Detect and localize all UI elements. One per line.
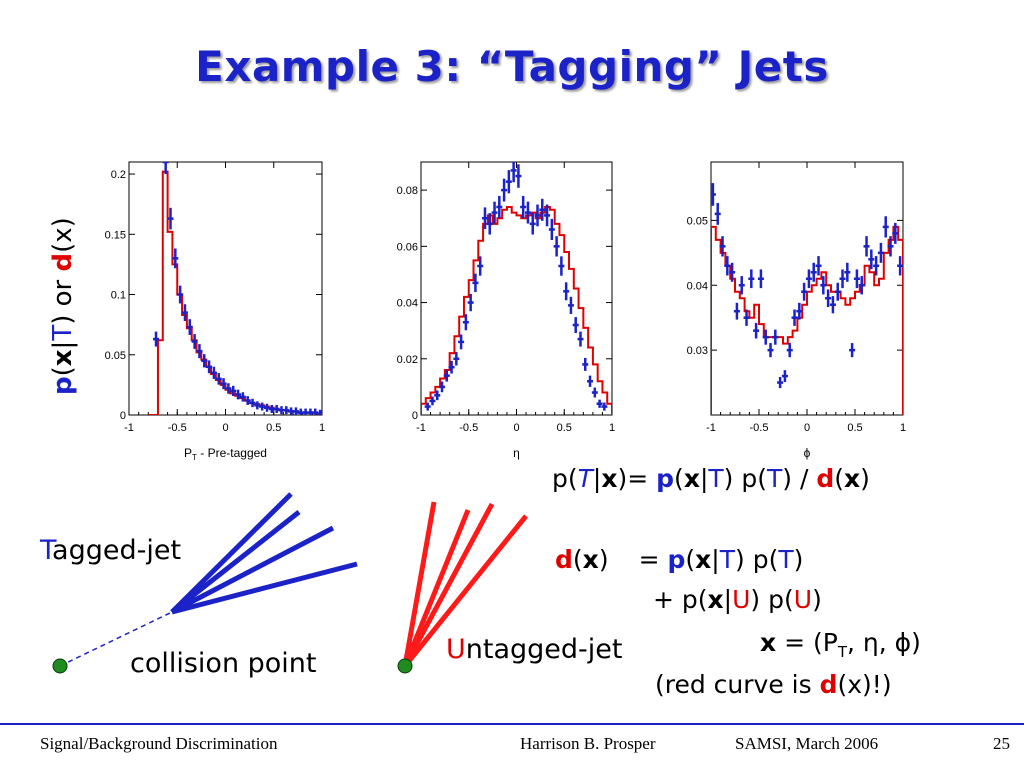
untagged-jet-line-4 [403, 514, 528, 668]
x-tick-label: -0.5 [750, 422, 769, 434]
equation-x-definition: x = (PT, η, ϕ) [760, 628, 921, 661]
data-points [153, 162, 322, 415]
x-axis-label: η [513, 446, 520, 460]
plot-1: -1 -0.5 0 0.5 1 0 0.05 0.1 0.15 0.2 PT - Pre-tagge… [105, 161, 325, 462]
footer-page-number: 25 [993, 734, 1010, 753]
tagged-jet-line-3 [170, 525, 335, 615]
x-tick-label: 0 [222, 422, 228, 434]
y-tick-label: 0.02 [397, 354, 418, 366]
y-tick-label: 0.04 [687, 280, 708, 292]
plot-frame [710, 161, 904, 416]
x-tick-label: 1 [609, 422, 615, 434]
plot-2: -1 -0.5 0 0.5 1 0 0.02 0.04 0.06 0.08 η [397, 161, 615, 460]
plot-frame [420, 161, 613, 416]
tagged-jet-line-1 [170, 492, 293, 614]
histogram-line [421, 205, 612, 415]
jet-diagram [52, 492, 528, 674]
histogram-line [711, 225, 903, 415]
y-tick-label: 0.08 [397, 185, 418, 197]
x-tick-label: -0.5 [459, 422, 478, 434]
y-tick-label: 0.05 [687, 215, 708, 227]
footer-author: Harrison B. Prosper [520, 734, 656, 753]
equation-posterior: p(T|x)= p(x|T) p(T) / d(x) [552, 464, 870, 493]
x-tick-label: 0.5 [266, 422, 281, 434]
plots-area: -1 -0.5 0 0.5 1 0 0.05 0.1 0.15 0.2 PT - Pre-tagge… [105, 161, 906, 462]
y-tick-label: 0.15 [105, 229, 126, 241]
untagged-jet-line-1 [402, 501, 437, 667]
y-tick-label: 0.03 [687, 345, 708, 357]
x-tick-label: -1 [124, 422, 134, 434]
data-points [711, 183, 903, 389]
equation-note: (red curve is d(x)!) [655, 670, 892, 699]
slide-title: Example 3: “Tagging” Jets [195, 42, 829, 91]
x-axis-label: PT - Pre-tagged [184, 446, 267, 462]
x-tick-label: -0.5 [168, 422, 187, 434]
x-tick-label: 0 [513, 422, 519, 434]
collision-dot-tagged [52, 658, 68, 674]
collision-path-line [59, 611, 173, 667]
x-tick-label: -1 [416, 422, 426, 434]
x-tick-label: 0.5 [557, 422, 572, 434]
tagged-jet-line-2 [170, 510, 301, 614]
footer-rule [0, 723, 1024, 725]
y-tick-label: 0 [120, 410, 126, 422]
collision-point-label: collision point [130, 648, 317, 679]
tagged-jet-label: Tagged-jet [40, 535, 182, 566]
equation-density: d(x) = p(x|T) p(T) [555, 545, 804, 574]
untagged-jet-line-2 [402, 509, 471, 667]
data-points [424, 162, 608, 411]
equation-untagged-term: + p(x|U) p(U) [653, 585, 822, 614]
untagged-jet-label: Untagged-jet [446, 634, 623, 665]
x-tick-label: 0 [804, 422, 810, 434]
tagged-jet-line-4 [171, 561, 358, 615]
collision-dot-untagged [397, 658, 413, 674]
footer-left: Signal/Background Discrimination [40, 734, 278, 753]
y-tick-label: 0.04 [397, 298, 418, 310]
x-tick-label: 1 [319, 422, 325, 434]
plot-3: -1 -0.5 0 0.5 1 0.03 0.04 0.05 ϕ [687, 161, 906, 460]
histogram-line [148, 170, 322, 415]
y-tick-label: 0.06 [397, 241, 418, 253]
untagged-jet-line-3 [402, 502, 495, 668]
x-tick-label: -1 [706, 422, 716, 434]
x-tick-label: 1 [900, 422, 906, 434]
y-tick-label: 0.1 [111, 290, 126, 302]
y-tick-label: 0.05 [105, 350, 126, 362]
y-tick-label: 0.2 [111, 169, 126, 181]
footer-event: SAMSI, March 2006 [735, 734, 879, 753]
y-tick-label: 0 [412, 410, 418, 422]
x-tick-label: 0.5 [847, 422, 862, 434]
x-axis-label: ϕ [804, 446, 811, 460]
